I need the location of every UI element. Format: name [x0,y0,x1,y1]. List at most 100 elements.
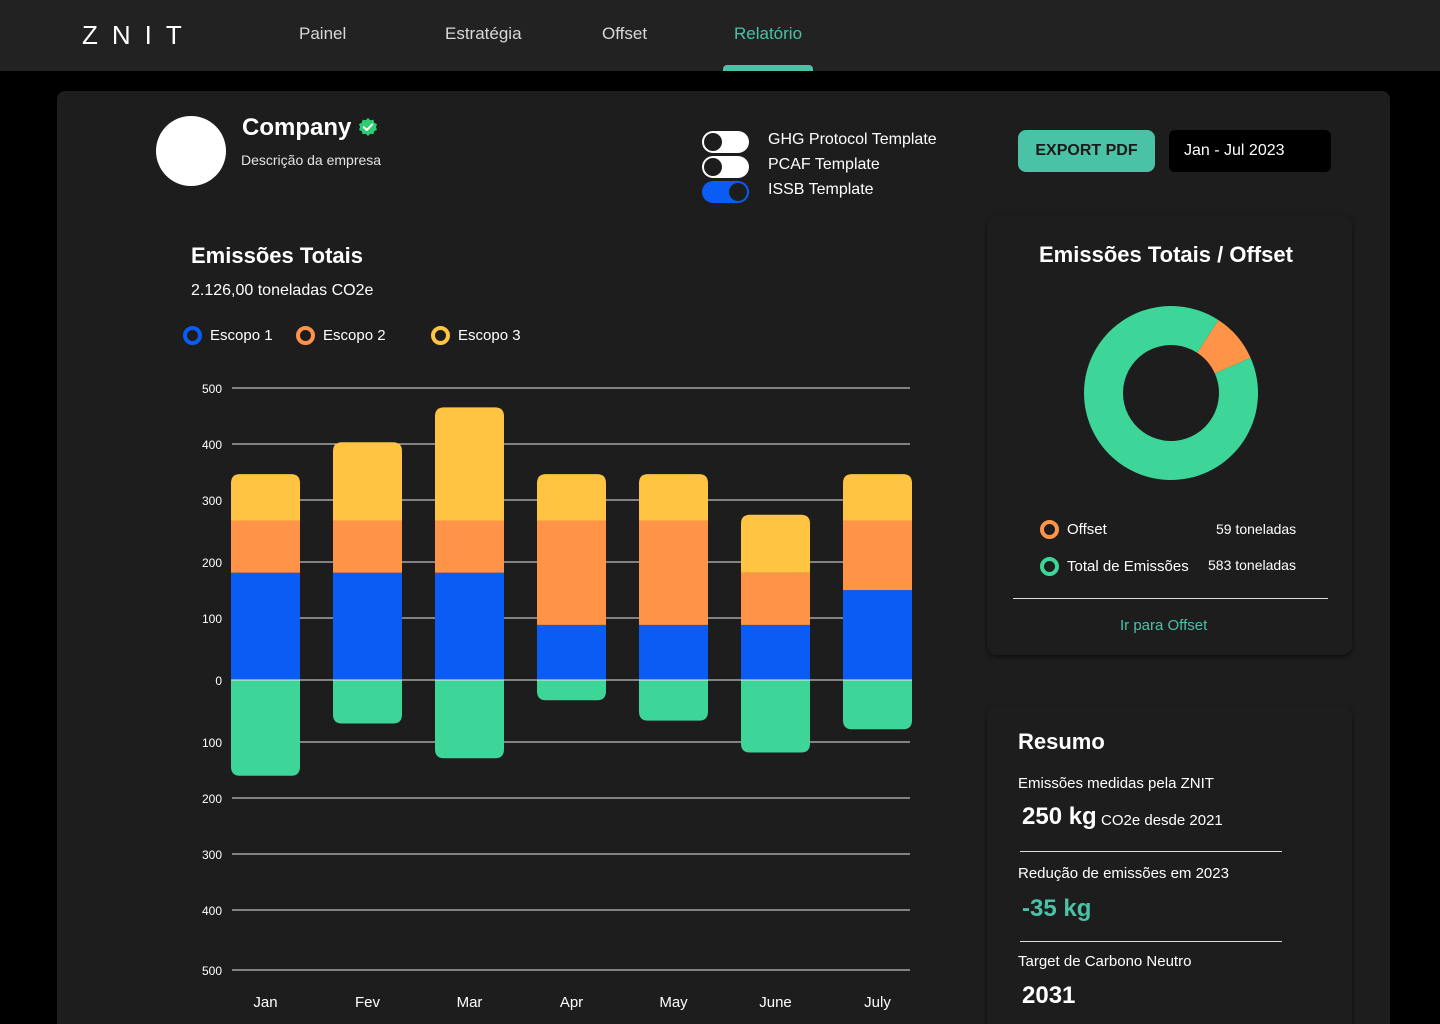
y-tick-label: 500 [202,382,222,396]
y-tick-label: 100 [202,736,222,750]
target-label: Target de Carbono Neutro [1018,953,1192,970]
total-emissions-value: 583 toneladas [1208,557,1296,573]
donut-slice-total-de-emissões[interactable] [1084,306,1258,480]
y-tick-label: 200 [202,792,222,806]
divider [1020,941,1282,942]
bar-segment-escopo-1[interactable] [843,590,912,680]
bar-segment-escopo-3[interactable] [537,474,606,521]
y-tick-label: 300 [202,848,222,862]
reduction-label: Redução de emissões em 2023 [1018,865,1229,882]
bar-segment-escopo-2[interactable] [843,520,912,591]
bar-segment-offset[interactable] [333,680,402,724]
offset-card [987,215,1352,655]
emissions-title: Emissões Totais [191,243,363,268]
divider [1013,598,1328,599]
legend-label: Offset [1067,521,1107,538]
emissions-bar-chart: 500 400 300 200 100 0 100 200 300 400 500 Jan Fev Mar… [202,382,912,1011]
issb-template-toggle[interactable] [702,181,749,203]
company-name: Company [242,114,352,141]
pcaf-template-label: PCAF Template [768,156,880,173]
bar-segment-escopo-3[interactable] [741,514,810,573]
bar-segment-offset[interactable] [639,680,708,721]
offset-card-title: Emissões Totais / Offset [1039,242,1293,267]
bar-segment-escopo-1[interactable] [231,572,300,680]
go-to-offset-link[interactable]: Ir para Offset [1120,617,1208,634]
legend-escopo-1[interactable]: Escopo 1 [183,326,273,345]
x-tick-label: Apr [560,994,583,1011]
x-tick-label: Mar [457,994,483,1011]
donut-legend-offset: Offset [1040,520,1107,539]
issb-template-label: ISSB Template [768,181,874,198]
company-avatar [156,116,226,186]
y-tick-label: 500 [202,964,222,978]
bar-segment-escopo-3[interactable] [231,474,300,521]
y-tick-label: 400 [202,438,222,452]
check-circle-icon [359,118,377,136]
x-tick-label: May [659,994,688,1011]
bar-segment-escopo-2[interactable] [639,520,708,625]
legend-dot-total [1040,557,1059,576]
legend-escopo-3[interactable]: Escopo 3 [431,326,521,345]
bar-segment-offset[interactable] [741,680,810,753]
bar-segment-offset[interactable] [537,680,606,701]
legend-dot-escopo-2 [296,326,315,345]
ghg-template-label: GHG Protocol Template [768,131,937,148]
legend-escopo-2[interactable]: Escopo 2 [296,326,386,345]
bar-segment-escopo-2[interactable] [333,520,402,573]
donut-slice-offset[interactable] [1197,320,1251,374]
measured-unit: CO2e desde 2021 [1101,812,1223,829]
offset-donut-chart [1084,306,1258,480]
x-tick-label: June [759,994,792,1011]
measured-value: 250 kg [1022,803,1097,830]
bar-segment-escopo-3[interactable] [843,474,912,521]
x-tick-label: Fev [355,994,381,1011]
bar-segment-escopo-1[interactable] [537,624,606,680]
measured-label: Emissões medidas pela ZNIT [1018,775,1214,792]
nav-estrategia[interactable]: Estratégia [445,24,522,43]
target-value: 2031 [1022,982,1076,1009]
y-tick-label: 400 [202,904,222,918]
bar-segment-escopo-1[interactable] [435,572,504,680]
logo[interactable]: ZNIT [82,20,196,50]
y-tick-label: 200 [202,556,222,570]
bar-segment-escopo-2[interactable] [741,572,810,625]
reduction-value: -35 kg [1022,895,1092,922]
ghg-template-toggle[interactable] [702,131,749,153]
bar-segment-escopo-2[interactable] [435,520,504,573]
summary-card [987,705,1352,1024]
bar-segment-escopo-2[interactable] [537,520,606,625]
bar-segment-escopo-3[interactable] [639,474,708,521]
legend-label: Escopo 2 [323,327,386,344]
donut-legend-total: Total de Emissões [1040,557,1189,576]
bar-segment-escopo-2[interactable] [231,520,300,573]
nav-offset[interactable]: Offset [602,24,648,43]
bar-segment-escopo-1[interactable] [639,624,708,680]
date-range-selector[interactable]: Jan - Jul 2023 [1169,130,1331,172]
offset-value: 59 toneladas [1216,521,1297,537]
x-tick-label: Jan [253,994,277,1011]
bar-segment-escopo-1[interactable] [333,572,402,680]
legend-label: Escopo 1 [210,327,273,344]
top-nav-bar: ZNIT Painel Estratégia Offset Relatório [0,0,1440,71]
x-tick-label: July [864,994,891,1011]
emissions-total: 2.126,00 toneladas CO2e [191,282,374,299]
legend-dot-escopo-1 [183,326,202,345]
export-pdf-button[interactable]: EXPORT PDF [1018,130,1155,172]
bar-segment-offset[interactable] [843,680,912,730]
divider [1020,851,1282,852]
legend-dot-offset [1040,520,1059,539]
nav-painel[interactable]: Painel [299,24,347,43]
bar-segment-offset[interactable] [231,680,300,776]
legend-dot-escopo-3 [431,326,450,345]
legend-label: Total de Emissões [1067,558,1189,575]
y-tick-label: 100 [202,612,222,626]
y-tick-label: 0 [215,674,222,688]
legend-label: Escopo 3 [458,327,521,344]
company-description: Descrição da empresa [241,152,382,168]
bar-segment-escopo-3[interactable] [435,407,504,521]
nav-relatorio[interactable]: Relatório [734,24,803,43]
bar-segment-escopo-3[interactable] [333,442,402,521]
bar-segment-offset[interactable] [435,680,504,759]
bar-segment-escopo-1[interactable] [741,624,810,680]
pcaf-template-toggle[interactable] [702,156,749,178]
